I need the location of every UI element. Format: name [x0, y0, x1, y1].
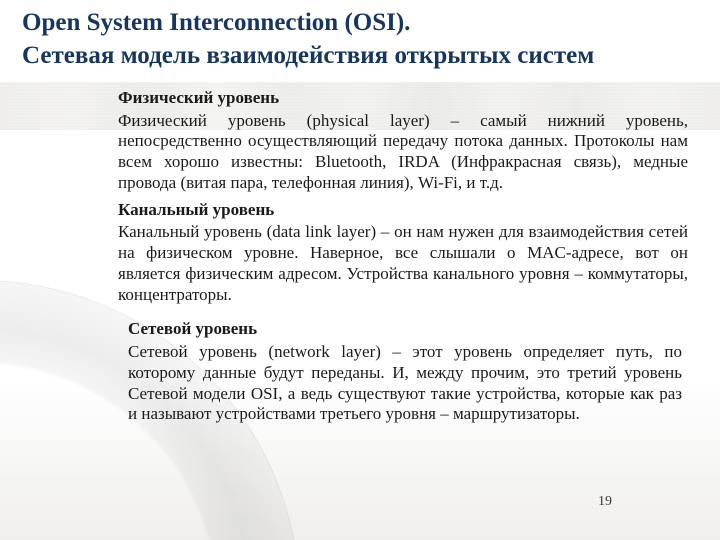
section-body-datalink: Канальный уровень (data link layer) – он…	[118, 222, 688, 305]
slide: Open System Interconnection (OSI). Сетев…	[0, 0, 720, 540]
section-physical: Физический уровень Физический уровень (p…	[118, 88, 688, 194]
section-title-network: Сетевой уровень	[128, 319, 682, 340]
slide-header: Open System Interconnection (OSI). Сетев…	[22, 8, 698, 71]
page-number: 19	[598, 494, 612, 510]
section-body-physical: Физический уровень (physical layer) – са…	[118, 111, 688, 194]
section-body-network: Сетевой уровень (network layer) – этот у…	[128, 342, 682, 425]
title-line-2: Сетевая модель взаимодействия открытых с…	[22, 41, 698, 72]
title-line-1: Open System Interconnection (OSI).	[22, 8, 698, 39]
section-network: Сетевой уровень Сетевой уровень (network…	[118, 319, 688, 425]
content-area: Физический уровень Физический уровень (p…	[118, 88, 688, 431]
section-title-physical: Физический уровень	[118, 88, 688, 109]
section-datalink: Канальный уровень Канальный уровень (dat…	[118, 200, 688, 306]
section-title-datalink: Канальный уровень	[118, 200, 688, 221]
